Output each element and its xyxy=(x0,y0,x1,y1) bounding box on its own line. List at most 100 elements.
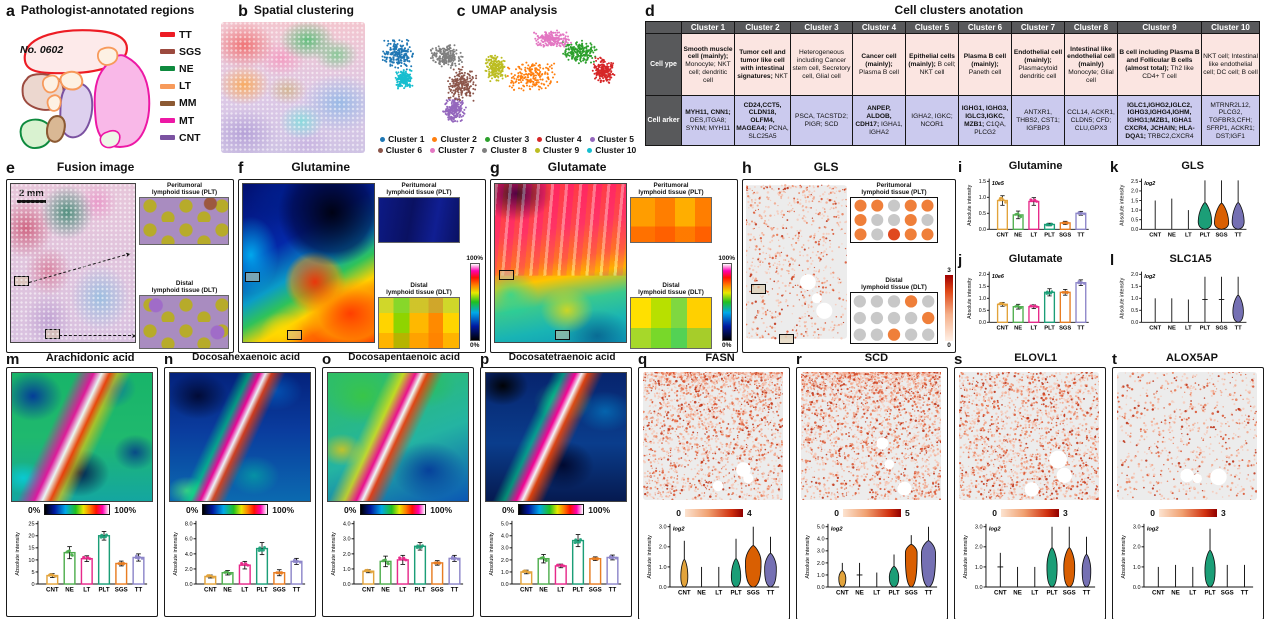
legend-swatch xyxy=(160,135,175,141)
svg-text:2.0: 2.0 xyxy=(979,272,986,278)
panel-m-label: m xyxy=(6,351,20,368)
region-legend-item: MM xyxy=(160,97,201,109)
dlt-roi-marker xyxy=(555,330,570,340)
percent-colorbar: 100% 0% xyxy=(466,255,483,349)
umap-legend-item: Cluster 2 xyxy=(432,134,477,144)
svg-text:LT: LT xyxy=(1185,326,1192,332)
panel-t-title: ALOX5AP xyxy=(1166,352,1218,364)
panel-s-title: ELOVL1 xyxy=(1014,352,1058,364)
svg-text:0.5: 0.5 xyxy=(1131,308,1138,314)
svg-text:6.0: 6.0 xyxy=(185,537,193,543)
svg-text:3.0: 3.0 xyxy=(343,537,351,543)
cluster-header: Cluster 5 xyxy=(905,20,959,35)
legend-label: Cluster 8 xyxy=(490,145,527,155)
umap-legend-item: Cluster 10 xyxy=(587,145,636,155)
panel-o-title: Docosapentaenoic acid xyxy=(348,352,460,363)
cell-type-cell: Smooth muscle cell (mainly); Monocyte; N… xyxy=(681,33,735,97)
panel-j-label: j xyxy=(958,252,963,269)
panel-m: m Arachidonic acid 0% 100% 0 5 10 15 20 25 Abso… xyxy=(6,352,158,617)
sample-id: No. 0602 xyxy=(20,44,64,56)
umap-cluster-legend: Cluster 1 Cluster 2 Cluster 3 Cluster 4 Clus… xyxy=(374,134,640,155)
svg-text:Absolute intensity: Absolute intensity xyxy=(331,532,337,576)
svg-text:TT: TT xyxy=(609,587,617,594)
panel-e: e Fusion image 2 mm ➤ ➤ Peritumorallymph… xyxy=(6,160,234,353)
panel-f-title: Glutamine xyxy=(291,160,351,174)
panel-i: i Glutamine 0.0 0.5 1.0 1.5 Absolute intensi… xyxy=(958,160,1106,252)
legend-dot xyxy=(589,136,595,142)
plt-connector-line: ➤ xyxy=(28,250,132,283)
region-legend-item: NE xyxy=(160,63,201,75)
plt-roi-marker xyxy=(245,272,260,282)
legend-dot xyxy=(587,147,593,153)
svg-text:CNT: CNT xyxy=(997,326,1009,332)
region-legend-item: LT xyxy=(160,80,201,92)
cell-type-cell: Cancer cell (mainly); Plasma B cell xyxy=(852,33,906,97)
tissue-outline-svg xyxy=(19,29,151,150)
cell-marker-cell: ANTXR1, THBS2, CST1; IGFBP3 xyxy=(1011,95,1065,147)
svg-text:1.0: 1.0 xyxy=(979,195,986,201)
svg-text:NE: NE xyxy=(1168,233,1176,239)
umap-cluster xyxy=(442,97,467,123)
legend-label: TT xyxy=(179,28,192,41)
legend-swatch xyxy=(160,66,175,72)
svg-text:PLT: PLT xyxy=(98,587,109,594)
panel-b: b Spatial clustering xyxy=(221,3,371,156)
glutamine-msi-heatmap xyxy=(242,183,375,343)
panel-s-label: s xyxy=(954,351,963,368)
svg-text:0: 0 xyxy=(32,582,35,588)
svg-text:TT: TT xyxy=(293,587,301,594)
docosahexaenoic-acid-bar-chart: 0.0 2.0 4.0 6.0 8.0 Absolute intensity CNT NE LT… xyxy=(173,520,306,594)
umap-scatter xyxy=(381,29,616,123)
svg-text:TT: TT xyxy=(1077,326,1085,332)
umap-cluster xyxy=(506,61,559,92)
percent-colorbar: 0% 100% xyxy=(27,504,137,515)
svg-text:1.5: 1.5 xyxy=(979,284,986,290)
plt-inset-image xyxy=(378,196,460,243)
svg-text:0.0: 0.0 xyxy=(1131,227,1138,233)
dlt-roi-marker xyxy=(779,334,794,344)
svg-text:0.5: 0.5 xyxy=(1131,218,1138,224)
panel-g-label: g xyxy=(490,160,500,177)
cell-marker-cell: IGLC1,IGHG2,IGLC2, IGHG3,IGHG4,IGHM, IGH… xyxy=(1117,95,1202,147)
legend-swatch xyxy=(160,100,175,106)
svg-text:0.0: 0.0 xyxy=(501,582,509,588)
svg-text:PLT: PLT xyxy=(256,587,267,594)
panel-n-title: Docosahexaenoic acid xyxy=(192,352,300,363)
docosatetraenoic-acid-heatmap xyxy=(485,372,627,502)
umap-legend-item: Cluster 1 xyxy=(380,134,424,144)
panel-q-label: q xyxy=(638,351,648,368)
row-header-cell-marker: Cell arker xyxy=(645,95,682,147)
legend-label: NE xyxy=(179,62,194,75)
panel-r-label: r xyxy=(796,351,802,368)
svg-text:NE: NE xyxy=(539,587,548,594)
dlt-inset-image xyxy=(378,297,460,349)
cell-type-cell: Intestinal like endothelial cell (mainly… xyxy=(1064,33,1118,97)
svg-text:LT: LT xyxy=(399,587,406,594)
svg-text:LT: LT xyxy=(241,587,248,594)
spatial-cluster-map xyxy=(221,22,365,153)
legend-dot xyxy=(377,147,383,153)
cell-annotation-table: Cluster 1 Cluster 2 Cluster 3 Cluster 4 Clus… xyxy=(645,20,1260,147)
panel-o-label: o xyxy=(322,351,332,368)
dlt-connector-line: ➤ xyxy=(59,333,135,340)
svg-text:4.0: 4.0 xyxy=(185,552,193,558)
svg-text:4.0: 4.0 xyxy=(501,534,509,540)
scale-bar: 2 mm xyxy=(17,188,46,203)
docosapentaenoic-acid-heatmap xyxy=(327,372,469,502)
panel-t-label: t xyxy=(1112,351,1117,368)
glutamine-bar-chart: 0.0 0.5 1.0 1.5 Absolute intensity 10e5 CNT NE L… xyxy=(967,178,1089,239)
cell-marker-cell: MTRNR2L12, PLCG2, TGFBR3,CFH; SFRP1, ACK… xyxy=(1201,95,1260,147)
docosatetraenoic-acid-bar-chart: 0.0 1.0 2.0 3.0 4.0 5.0 Absolute intensity CNT N… xyxy=(489,520,622,594)
panel-l: l SLC1A5 0.0 0.5 1.0 1.5 2.0 Absolute intensi… xyxy=(1110,253,1264,345)
scd-spatial-expression-map xyxy=(800,370,943,501)
legend-label: Cluster 1 xyxy=(388,134,425,144)
cluster-header: Cluster 8 xyxy=(1064,20,1118,35)
panel-e-title: Fusion image xyxy=(56,160,135,174)
panel-b-label: b xyxy=(238,3,248,20)
svg-text:Absolute intensity: Absolute intensity xyxy=(967,277,973,318)
legend-label: Cluster 4 xyxy=(545,134,582,144)
